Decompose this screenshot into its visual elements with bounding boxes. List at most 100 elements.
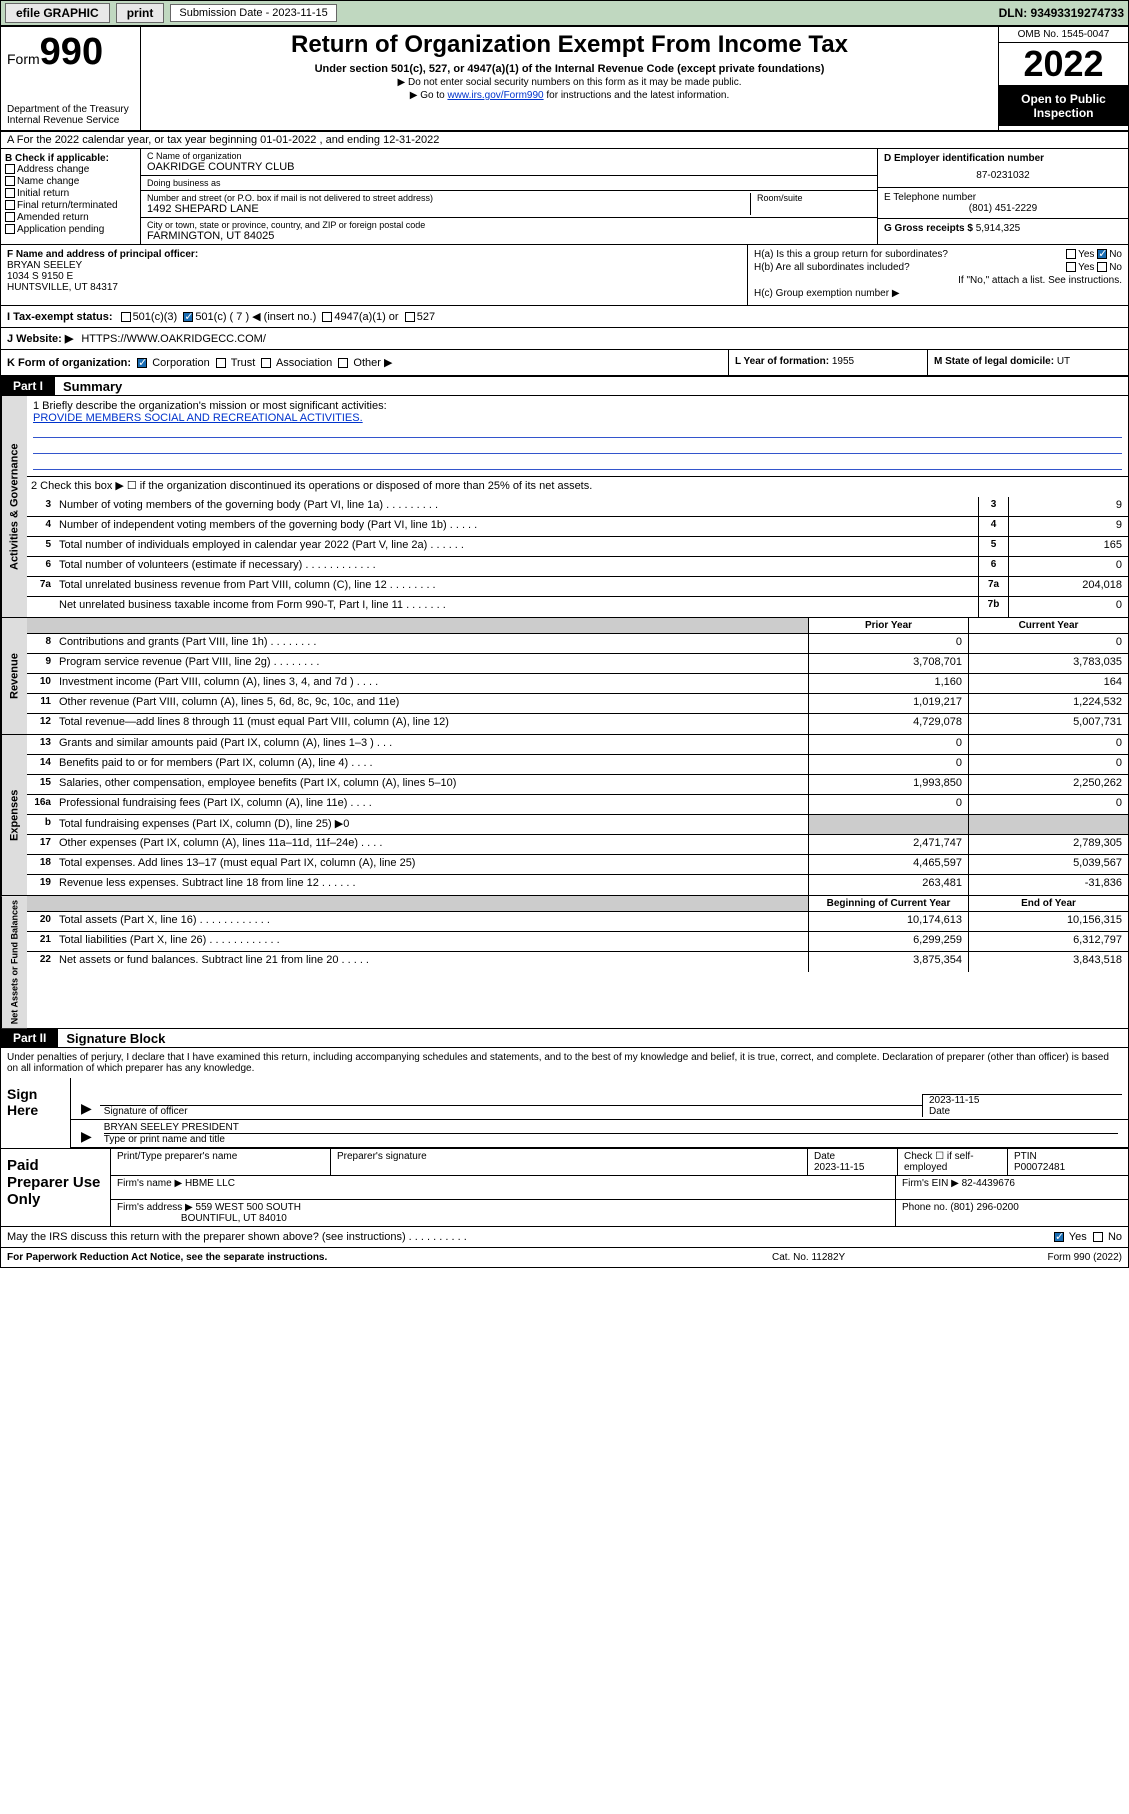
firm-addr2: BOUNTIFUL, UT 84010 xyxy=(181,1213,287,1224)
city-label: City or town, state or province, country… xyxy=(147,220,871,230)
print-button[interactable]: print xyxy=(116,3,165,23)
sig-date-label: Date xyxy=(929,1106,950,1117)
cb-final-return[interactable]: Final return/terminated xyxy=(5,200,136,211)
paid-preparer-label: Paid Preparer Use Only xyxy=(1,1149,111,1226)
cb-initial-return[interactable]: Initial return xyxy=(5,188,136,199)
ein-label: D Employer identification number xyxy=(884,153,1122,164)
open-public: Open to Public Inspection xyxy=(999,86,1128,126)
firm-addr1: 559 WEST 500 SOUTH xyxy=(196,1202,301,1213)
part1-title: Summary xyxy=(55,379,122,394)
cb-address-change[interactable]: Address change xyxy=(5,164,136,175)
note-ssn: ▶ Do not enter social security numbers o… xyxy=(149,77,990,88)
col-d-ein: D Employer identification number 87-0231… xyxy=(878,149,1128,244)
part2-title: Signature Block xyxy=(58,1031,165,1046)
line2: 2 Check this box ▶ ☐ if the organization… xyxy=(27,477,1128,497)
row-k-org-form: K Form of organization: Corporation Trus… xyxy=(1,350,728,375)
cat-no: Cat. No. 11282Y xyxy=(772,1252,972,1263)
line1-label: 1 Briefly describe the organization's mi… xyxy=(33,400,1122,412)
tab-governance: Activities & Governance xyxy=(1,396,27,617)
cb-amended[interactable]: Amended return xyxy=(5,212,136,223)
perjury-declaration: Under penalties of perjury, I declare th… xyxy=(1,1048,1128,1078)
officer-name: BRYAN SEELEY xyxy=(7,260,741,271)
col-f-officer: F Name and address of principal officer:… xyxy=(1,245,748,305)
ha-label: H(a) Is this a group return for subordin… xyxy=(754,249,948,260)
firm-phone: (801) 296-0200 xyxy=(950,1202,1018,1213)
sig-date: 2023-11-15 xyxy=(929,1095,1118,1106)
mission-text: PROVIDE MEMBERS SOCIAL AND RECREATIONAL … xyxy=(33,412,1122,424)
firm-ein: 82-4439676 xyxy=(962,1178,1015,1189)
row-m-domicile: M State of legal domicile: UT xyxy=(928,350,1128,375)
officer-label: F Name and address of principal officer: xyxy=(7,249,741,260)
ein: 87-0231032 xyxy=(884,170,1122,181)
signer-name-label: Type or print name and title xyxy=(104,1133,1118,1145)
form-subtitle: Under section 501(c), 527, or 4947(a)(1)… xyxy=(149,63,990,75)
form990-link[interactable]: www.irs.gov/Form990 xyxy=(447,90,543,101)
header-left: Form990 Department of the Treasury Inter… xyxy=(1,27,141,130)
discuss-row: May the IRS discuss this return with the… xyxy=(1,1227,1128,1248)
col-c-org-info: C Name of organization OAKRIDGE COUNTRY … xyxy=(141,149,878,244)
addr: 1492 SHEPARD LANE xyxy=(147,203,750,215)
part2-header: Part II xyxy=(1,1029,58,1047)
row-j-website: J Website: ▶ HTTPS://WWW.OAKRIDGECC.COM/ xyxy=(1,328,1128,350)
dln: DLN: 93493319274733 xyxy=(999,6,1124,20)
dba-label: Doing business as xyxy=(147,178,871,188)
form-number: 990 xyxy=(40,31,103,73)
note-goto-pre: ▶ Go to xyxy=(410,90,448,101)
gross-label: G Gross receipts $ xyxy=(884,223,973,234)
firm-name: HBME LLC xyxy=(185,1178,235,1189)
city: FARMINGTON, UT 84025 xyxy=(147,230,871,242)
hb-note: If "No," attach a list. See instructions… xyxy=(754,275,1122,286)
row-l-formation: L Year of formation: 1955 xyxy=(728,350,928,375)
omb-number: OMB No. 1545-0047 xyxy=(999,27,1128,43)
hdr-current-year: Current Year xyxy=(968,618,1128,633)
org-name: OAKRIDGE COUNTRY CLUB xyxy=(147,161,871,173)
phone-label: E Telephone number xyxy=(884,192,1122,203)
row-a-tax-year: A For the 2022 calendar year, or tax yea… xyxy=(1,132,1128,149)
prep-self-emp: Check ☐ if self-employed xyxy=(898,1149,1008,1175)
room-label: Room/suite xyxy=(757,193,871,203)
prep-name-hdr: Print/Type preparer's name xyxy=(111,1149,331,1175)
header-center: Return of Organization Exempt From Incom… xyxy=(141,27,998,130)
officer-addr2: HUNTSVILLE, UT 84317 xyxy=(7,282,741,293)
submission-date: Submission Date - 2023-11-15 xyxy=(170,4,336,22)
row-i-tax-status: I Tax-exempt status: 501(c)(3) 501(c) ( … xyxy=(1,306,1128,328)
col-b-checkboxes: B Check if applicable: Address change Na… xyxy=(1,149,141,244)
hdr-beginning: Beginning of Current Year xyxy=(808,896,968,911)
part1-header: Part I xyxy=(1,377,55,395)
tab-expenses: Expenses xyxy=(1,735,27,895)
website-url: HTTPS://WWW.OAKRIDGECC.COM/ xyxy=(81,333,266,345)
cb-application[interactable]: Application pending xyxy=(5,224,136,235)
sig-officer-label: Signature of officer xyxy=(104,1106,188,1117)
tax-year: 2022 xyxy=(999,43,1128,86)
hdr-prior-year: Prior Year xyxy=(808,618,968,633)
dept-treasury: Department of the Treasury xyxy=(7,104,134,115)
arrow-icon: ▶ xyxy=(77,1128,96,1145)
form-990: Form990 Department of the Treasury Inter… xyxy=(0,26,1129,1268)
form-prefix: Form xyxy=(7,51,40,67)
gross-receipts: 5,914,325 xyxy=(976,223,1021,234)
phone: (801) 451-2229 xyxy=(884,203,1122,214)
form-title: Return of Organization Exempt From Incom… xyxy=(149,31,990,59)
hc-label: H(c) Group exemption number ▶ xyxy=(754,288,1122,299)
hb-label: H(b) Are all subordinates included? xyxy=(754,262,910,273)
sign-here-label: Sign Here xyxy=(1,1078,71,1148)
org-name-label: C Name of organization xyxy=(147,151,871,161)
efile-button[interactable]: efile GRAPHIC xyxy=(5,3,110,23)
col-b-title: B Check if applicable: xyxy=(5,153,136,164)
officer-addr1: 1034 S 9150 E xyxy=(7,271,741,282)
note-goto-post: for instructions and the latest informat… xyxy=(544,90,730,101)
tab-revenue: Revenue xyxy=(1,618,27,734)
paperwork-notice: For Paperwork Reduction Act Notice, see … xyxy=(7,1252,772,1263)
addr-label: Number and street (or P.O. box if mail i… xyxy=(147,193,750,203)
form-footer: Form 990 (2022) xyxy=(972,1252,1122,1263)
arrow-icon: ▶ xyxy=(77,1100,96,1117)
topbar: efile GRAPHIC print Submission Date - 20… xyxy=(0,0,1129,26)
prep-sig-hdr: Preparer's signature xyxy=(331,1149,808,1175)
irs-label: Internal Revenue Service xyxy=(7,115,134,126)
tab-net-assets: Net Assets or Fund Balances xyxy=(1,896,27,1028)
header-right: OMB No. 1545-0047 2022 Open to Public In… xyxy=(998,27,1128,130)
hdr-end: End of Year xyxy=(968,896,1128,911)
cb-name-change[interactable]: Name change xyxy=(5,176,136,187)
col-h-group: H(a) Is this a group return for subordin… xyxy=(748,245,1128,305)
signer-name: BRYAN SEELEY PRESIDENT xyxy=(104,1122,1118,1133)
